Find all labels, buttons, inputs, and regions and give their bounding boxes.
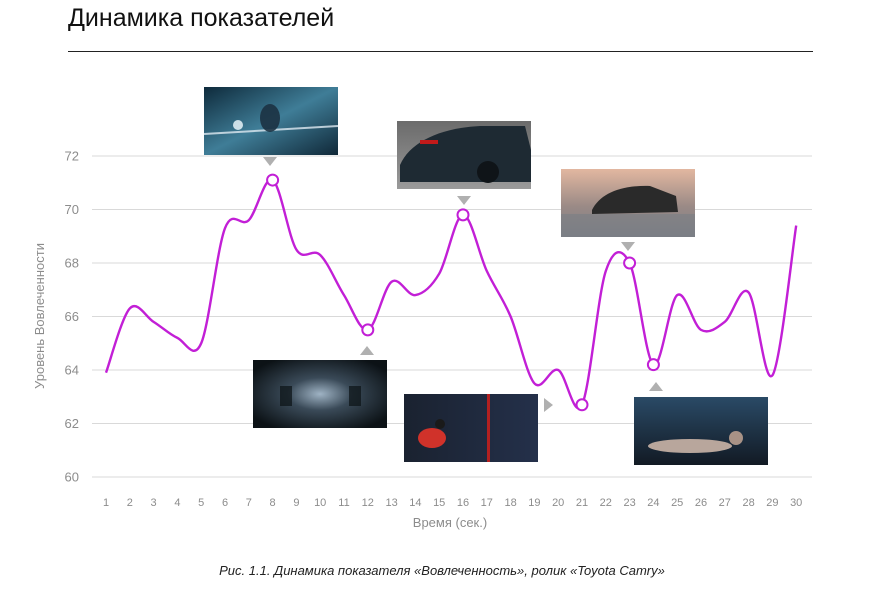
x-tick-label: 15 xyxy=(433,497,445,509)
x-tick-label: 17 xyxy=(481,497,493,509)
x-tick-label: 8 xyxy=(270,497,276,509)
x-tick-label: 19 xyxy=(528,497,540,509)
figure-caption: Рис. 1.1. Динамика показателя «Вовлеченн… xyxy=(219,563,665,578)
x-axis-label: Время (сек.) xyxy=(413,515,487,530)
highlight-point xyxy=(361,323,375,337)
x-tick-label: 25 xyxy=(671,497,683,509)
x-axis-ticks: 1 2 3 4 5 6 7 8 9 10 11 12 13 14 15 16 17 18 19 20 21 22 23 24 2… xyxy=(103,497,802,509)
x-tick-label: 11 xyxy=(338,497,349,509)
thumb-car-front xyxy=(561,169,695,251)
x-tick-label: 1 xyxy=(103,497,109,509)
x-tick-label: 10 xyxy=(314,497,326,509)
title-divider xyxy=(68,51,813,52)
thumb-spacesuit xyxy=(203,87,339,166)
y-tick-label: 68 xyxy=(65,256,79,271)
y-axis-ticks: 60 62 64 66 68 70 72 xyxy=(65,149,79,485)
x-tick-label: 2 xyxy=(127,497,133,509)
highlight-markers xyxy=(266,173,660,412)
highlight-point xyxy=(646,358,660,372)
x-tick-label: 4 xyxy=(174,497,180,509)
highlight-point xyxy=(456,208,470,222)
x-tick-label: 26 xyxy=(695,497,707,509)
highlight-point xyxy=(575,398,589,412)
x-tick-label: 3 xyxy=(151,497,157,509)
x-tick-label: 7 xyxy=(246,497,252,509)
thumb-fallen-boxer xyxy=(634,382,768,465)
x-tick-label: 21 xyxy=(576,497,588,509)
x-tick-label: 20 xyxy=(552,497,564,509)
y-tick-label: 60 xyxy=(65,470,79,485)
thumb-car-rear xyxy=(397,121,531,205)
y-tick-label: 62 xyxy=(65,416,79,431)
x-tick-label: 22 xyxy=(600,497,612,509)
y-tick-label: 66 xyxy=(65,309,79,324)
x-tick-label: 9 xyxy=(293,497,299,509)
x-tick-label: 29 xyxy=(766,497,778,509)
x-tick-label: 6 xyxy=(222,497,228,509)
x-tick-label: 18 xyxy=(504,497,516,509)
page-title: Динамика показателей xyxy=(68,4,335,32)
highlight-point xyxy=(266,173,280,187)
x-tick-label: 16 xyxy=(457,497,469,509)
thumb-tunnel xyxy=(253,346,387,428)
x-tick-label: 12 xyxy=(362,497,374,509)
x-tick-label: 5 xyxy=(198,497,204,509)
thumb-boxer xyxy=(404,394,553,462)
y-tick-label: 64 xyxy=(65,363,79,378)
x-tick-label: 28 xyxy=(742,497,754,509)
x-tick-label: 24 xyxy=(647,497,659,509)
x-tick-label: 14 xyxy=(409,497,421,509)
y-tick-label: 70 xyxy=(65,202,79,217)
x-tick-label: 27 xyxy=(719,497,731,509)
x-tick-label: 30 xyxy=(790,497,802,509)
x-tick-label: 23 xyxy=(623,497,635,509)
highlight-point xyxy=(623,256,637,270)
y-axis-label: Уровень Вовлеченности xyxy=(32,243,47,389)
x-tick-label: 13 xyxy=(385,497,397,509)
y-tick-label: 72 xyxy=(65,149,79,164)
